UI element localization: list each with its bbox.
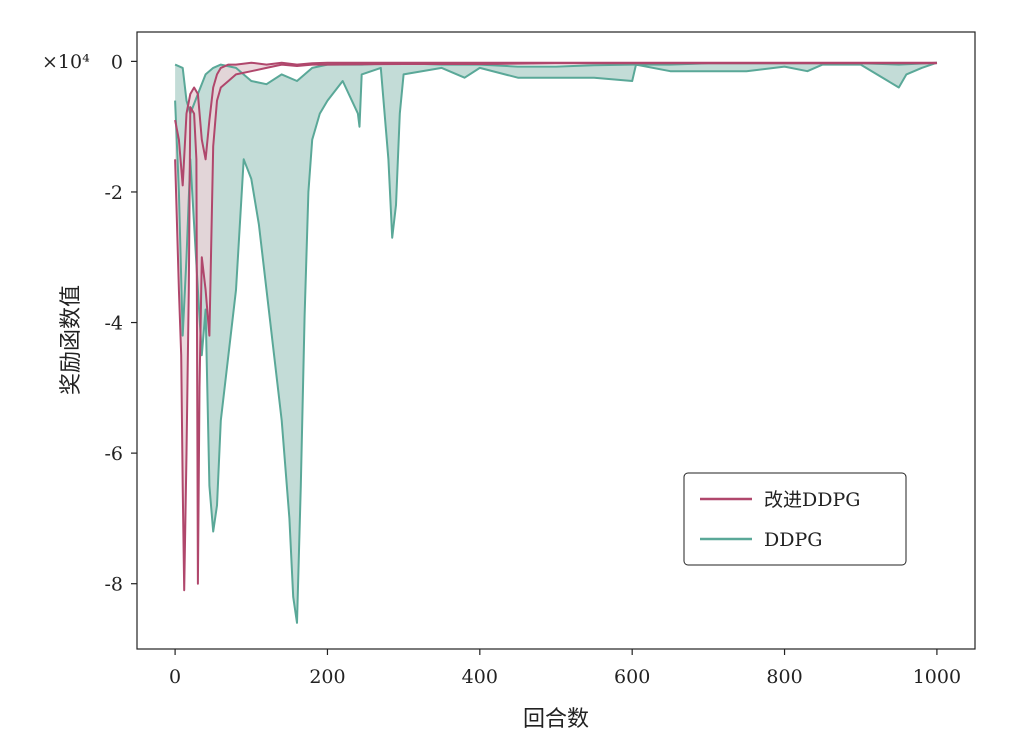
x-tick-label: 600 bbox=[614, 666, 650, 688]
x-tick-label: 1000 bbox=[913, 666, 961, 688]
y-multiplier-label: ×10⁴ bbox=[42, 51, 90, 73]
y-tick-label: -2 bbox=[104, 182, 123, 204]
y-tick-label: -8 bbox=[104, 574, 123, 596]
x-tick-label: 400 bbox=[462, 666, 498, 688]
y-axis-title: 奖励函数值 bbox=[59, 285, 84, 395]
improved-ddpg-lower-line bbox=[174, 62, 937, 592]
plot-frame bbox=[136, 31, 976, 650]
legend-label-ddpg: DDPG bbox=[764, 529, 822, 551]
legend: 改进DDPG DDPG bbox=[683, 472, 907, 566]
band-lines bbox=[174, 61, 938, 624]
x-axis-ticks: 0 200 400 600 800 1000 bbox=[169, 649, 961, 688]
y-tick-label: -6 bbox=[104, 443, 123, 465]
x-tick-label: 200 bbox=[309, 666, 345, 688]
x-axis-title: 回合数 bbox=[523, 707, 589, 732]
y-tick-label: 0 bbox=[111, 51, 123, 73]
x-tick-label: 0 bbox=[169, 666, 181, 688]
legend-box bbox=[683, 472, 907, 566]
legend-label-improved-ddpg: 改进DDPG bbox=[764, 489, 860, 511]
y-axis-ticks: 0 -2 -4 -6 -8 bbox=[104, 51, 137, 596]
band-fills bbox=[175, 62, 937, 623]
x-tick-label: 800 bbox=[766, 666, 802, 688]
ddpg-band bbox=[175, 62, 937, 623]
y-tick-label: -4 bbox=[104, 313, 123, 335]
ddpg-lower-line bbox=[174, 61, 938, 624]
